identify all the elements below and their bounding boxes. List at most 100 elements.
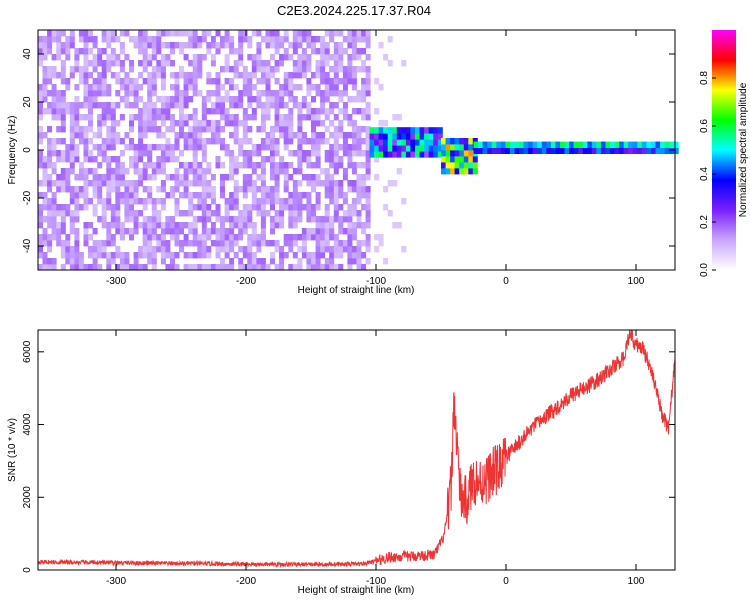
heatmap-cell bbox=[38, 42, 43, 49]
heatmap-region-signal bbox=[441, 138, 478, 175]
heatmap-cell bbox=[437, 139, 443, 146]
heatmap-cell bbox=[74, 252, 80, 259]
heatmap-cell bbox=[324, 96, 330, 103]
heatmap-cell bbox=[188, 30, 194, 37]
heatmap-cell bbox=[92, 252, 98, 259]
heatmap-cell bbox=[251, 96, 257, 103]
heatmap-cell bbox=[387, 180, 393, 187]
heatmap-cell bbox=[578, 141, 584, 148]
heatmap-cell bbox=[65, 84, 71, 91]
heatmap-cell bbox=[329, 186, 335, 193]
heatmap-cell bbox=[283, 252, 289, 259]
heatmap-cell bbox=[233, 222, 239, 229]
heatmap-cell bbox=[324, 72, 330, 79]
heatmap-cell bbox=[315, 246, 321, 253]
heatmap-cell bbox=[206, 72, 212, 79]
heatmap-cell bbox=[220, 192, 225, 199]
spectrogram-y-tick-label: 0 bbox=[22, 147, 33, 153]
heatmap-cell bbox=[179, 108, 184, 115]
heatmap-cell bbox=[315, 204, 321, 211]
heatmap-cells bbox=[38, 30, 679, 271]
heatmap-cell bbox=[124, 198, 130, 205]
heatmap-cell bbox=[311, 48, 316, 55]
snr-x-tick-label: -200 bbox=[236, 576, 256, 587]
heatmap-cell bbox=[151, 168, 157, 175]
heatmap-cell bbox=[215, 228, 221, 235]
heatmap-cell bbox=[392, 139, 398, 146]
heatmap-cell bbox=[311, 114, 316, 121]
heatmap-cell bbox=[387, 36, 393, 43]
heatmap-cell bbox=[192, 36, 198, 43]
heatmap-cell bbox=[351, 162, 357, 169]
heatmap-cell bbox=[306, 66, 312, 73]
heatmap-cell bbox=[378, 120, 384, 127]
heatmap-cell bbox=[124, 132, 130, 139]
heatmap-cell bbox=[301, 114, 307, 121]
heatmap-cell bbox=[74, 108, 80, 115]
heatmap-cell bbox=[292, 198, 298, 205]
heatmap-cell bbox=[170, 84, 175, 91]
heatmap-cell bbox=[101, 156, 107, 163]
heatmap-cell bbox=[342, 150, 348, 157]
heatmap-cell bbox=[220, 234, 225, 241]
heatmap-cell bbox=[142, 216, 148, 223]
heatmap-cell bbox=[546, 141, 552, 148]
heatmap-cell bbox=[247, 252, 253, 259]
heatmap-cell bbox=[142, 36, 148, 43]
heatmap-cell bbox=[92, 180, 98, 187]
heatmap-cell bbox=[78, 72, 84, 79]
heatmap-cell bbox=[274, 150, 280, 157]
heatmap-cell bbox=[361, 150, 367, 157]
heatmap-cell bbox=[142, 168, 148, 175]
heatmap-cell bbox=[301, 36, 307, 43]
heatmap-cell bbox=[315, 258, 321, 265]
heatmap-cell bbox=[297, 156, 303, 163]
heatmap-cell bbox=[156, 240, 162, 247]
heatmap-cell bbox=[347, 264, 353, 271]
heatmap-cell bbox=[256, 60, 262, 67]
heatmap-cell bbox=[201, 108, 207, 115]
colorbar-label: Normalized spectral amplitude bbox=[738, 82, 749, 217]
heatmap-cell bbox=[424, 133, 430, 140]
heatmap-cell bbox=[201, 252, 207, 259]
heatmap-cell bbox=[405, 127, 411, 134]
heatmap-cell bbox=[170, 96, 175, 103]
heatmap-cell bbox=[260, 222, 266, 229]
heatmap-cell bbox=[283, 30, 289, 37]
heatmap-cell bbox=[115, 204, 121, 211]
heatmap-cell bbox=[401, 145, 407, 152]
heatmap-cell bbox=[215, 78, 221, 85]
heatmap-cell bbox=[224, 42, 230, 49]
heatmap-cell bbox=[174, 234, 180, 241]
heatmap-cell bbox=[106, 66, 112, 73]
heatmap-cell bbox=[279, 102, 285, 109]
heatmap-cell bbox=[224, 90, 230, 97]
heatmap-cell bbox=[74, 198, 80, 205]
heatmap-cell bbox=[110, 126, 116, 133]
heatmap-cell bbox=[361, 84, 367, 91]
snr-series-line bbox=[37, 329, 676, 569]
heatmap-cell bbox=[210, 198, 216, 205]
heatmap-cell bbox=[351, 138, 357, 145]
heatmap-cell bbox=[632, 141, 638, 148]
heatmap-cell bbox=[206, 228, 212, 235]
heatmap-cell bbox=[424, 151, 430, 158]
heatmap-cell bbox=[160, 108, 166, 115]
heatmap-cell bbox=[129, 156, 134, 163]
heatmap-cell bbox=[138, 96, 144, 103]
heatmap-cell bbox=[183, 102, 189, 109]
heatmap-cell bbox=[320, 240, 326, 247]
heatmap-cell bbox=[320, 132, 326, 139]
heatmap-cell bbox=[233, 180, 239, 187]
heatmap-cell bbox=[142, 186, 148, 193]
heatmap-cell bbox=[78, 66, 84, 73]
heatmap-cell bbox=[92, 204, 98, 211]
heatmap-cell bbox=[138, 222, 144, 229]
heatmap-cell bbox=[324, 204, 330, 211]
heatmap-cell bbox=[410, 127, 416, 134]
heatmap-cell bbox=[315, 108, 321, 115]
heatmap-cell bbox=[242, 216, 248, 223]
heatmap-cell bbox=[365, 42, 371, 49]
heatmap-cell bbox=[306, 108, 312, 115]
heatmap-cell bbox=[260, 138, 266, 145]
